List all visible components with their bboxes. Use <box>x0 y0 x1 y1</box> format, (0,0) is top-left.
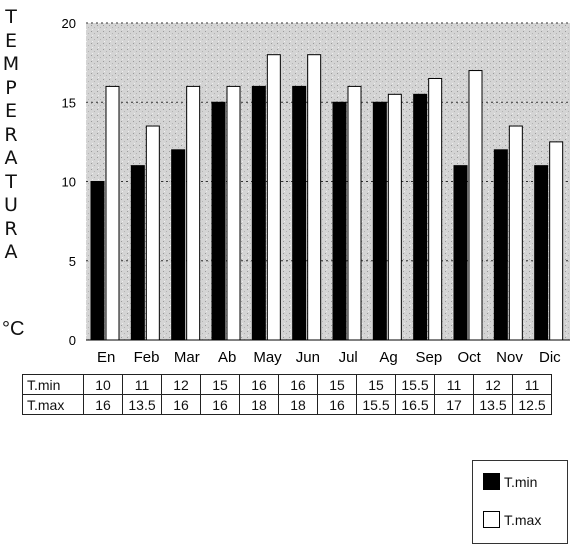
table-cell: 16 <box>278 374 318 395</box>
bar-tmin <box>493 149 508 341</box>
x-tick-label: Sep <box>415 349 442 366</box>
table-cell: 10 <box>83 374 123 395</box>
bar-tmin <box>171 149 186 341</box>
table-cell: 11 <box>122 374 162 395</box>
table-row: T.min 10 11 12 15 16 16 15 15 15.5 11 12 11 <box>22 374 552 395</box>
x-tick-label: Feb <box>134 349 160 366</box>
x-tick-label: Jul <box>339 349 358 366</box>
legend-item-tmin: T.min <box>483 473 537 490</box>
bar-tmax <box>468 70 483 341</box>
y-axis-ticks: 0 5 10 15 20 <box>62 16 76 348</box>
bar-tmin <box>534 165 549 341</box>
y-axis-label-letter: P <box>5 76 17 99</box>
bar-tmax <box>226 85 241 341</box>
table-row: T.max 16 13.5 16 16 18 18 16 15.5 16.5 17 13.5 12.5 <box>22 394 552 415</box>
table-cell: 16 <box>200 394 240 415</box>
bars <box>90 54 564 341</box>
table-cell: 12 <box>161 374 201 395</box>
y-tick-label: 15 <box>62 95 76 110</box>
bar-tmin <box>372 101 387 341</box>
table-cell: 15 <box>356 374 396 395</box>
bar-tmax <box>387 93 402 341</box>
bar-tmin <box>90 181 105 341</box>
gridlines <box>86 22 570 262</box>
table-cell: 16 <box>161 394 201 415</box>
x-tick-label: Jun <box>296 349 320 366</box>
table-cell: 18 <box>239 394 279 415</box>
x-axis-ticks: En Feb Mar Ab May Jun Jul Ag Sep Oct Nov Dic <box>97 349 561 366</box>
table-cell: 13.5 <box>473 394 513 415</box>
y-axis-unit: °C <box>2 318 25 340</box>
x-tick-label: May <box>253 349 282 366</box>
y-tick-label: 5 <box>69 254 76 269</box>
table-cell: 15 <box>317 374 357 395</box>
y-axis-label-letter: E <box>4 100 17 122</box>
bar-tmax <box>186 85 201 341</box>
legend: T.min T.max <box>472 460 568 544</box>
y-axis-label-letter: M <box>2 53 20 75</box>
bar-tmax <box>508 125 523 341</box>
table-cell: 13.5 <box>122 394 162 415</box>
y-axis-label-letter: E <box>4 29 17 52</box>
bar-tmin <box>413 93 428 341</box>
bar-tmax <box>145 125 160 341</box>
bar-tmax <box>307 54 322 341</box>
bar-tmin <box>332 101 347 341</box>
y-tick-label: 10 <box>62 175 76 190</box>
y-axis-label-letter: R <box>4 123 18 146</box>
table-cell: 12 <box>473 374 513 395</box>
legend-label-tmin: T.min <box>504 473 538 490</box>
y-axis-label-letter: A <box>4 241 18 263</box>
table-cell: 17 <box>434 394 474 415</box>
table-row-label: T.min <box>22 374 84 395</box>
table-cell: 15.5 <box>395 374 435 395</box>
table-cell: 11 <box>512 374 552 395</box>
x-tick-label: Nov <box>496 349 523 366</box>
bar-tmin <box>251 85 266 341</box>
bar-tmax <box>266 54 281 341</box>
table-row-label: T.max <box>22 394 84 415</box>
legend-label-tmax: T.max <box>504 511 542 528</box>
table-cell: 16.5 <box>395 394 435 415</box>
data-table: T.min 10 11 12 15 16 16 15 15 15.5 11 12 11 T.max 16 13… <box>22 374 552 415</box>
bar-tmin <box>130 165 145 341</box>
bar-tmax <box>549 141 564 341</box>
x-tick-label: Ab <box>218 349 236 366</box>
table-cell: 15.5 <box>356 394 396 415</box>
y-axis-label-letter: R <box>4 217 18 240</box>
y-axis-label-letter: T <box>5 170 17 193</box>
legend-swatch-tmax <box>483 511 500 528</box>
bar-tmax <box>347 85 362 341</box>
x-tick-label: En <box>97 349 115 366</box>
table-cell: 18 <box>278 394 318 415</box>
bar-tmin <box>292 85 307 341</box>
bar-tmin <box>211 101 226 341</box>
legend-swatch-tmin <box>483 473 500 490</box>
y-tick-label: 0 <box>69 333 76 348</box>
chart-svg: 0 5 10 15 20 En Feb Mar Ab May Jun Jul Ag Sep Oct Nov D… <box>62 16 570 366</box>
table-cell: 12.5 <box>512 394 552 415</box>
table-cell: 15 <box>200 374 240 395</box>
legend-item-tmax: T.max <box>483 511 541 528</box>
y-tick-label: 20 <box>62 16 76 31</box>
bar-tmin <box>453 165 468 341</box>
y-axis-label-letter: U <box>4 194 18 216</box>
table-cell: 11 <box>434 374 474 395</box>
x-tick-label: Dic <box>539 349 561 366</box>
y-axis-label-letter: A <box>4 147 18 169</box>
x-tick-label: Mar <box>174 349 200 366</box>
bar-tmax <box>105 85 120 341</box>
table-cell: 16 <box>83 394 123 415</box>
y-axis-label-letter: T <box>5 6 17 28</box>
x-tick-label: Oct <box>457 349 481 366</box>
bar-tmax <box>428 77 443 341</box>
x-tick-label: Ag <box>379 349 397 366</box>
table-cell: 16 <box>239 374 279 395</box>
table-cell: 16 <box>317 394 357 415</box>
